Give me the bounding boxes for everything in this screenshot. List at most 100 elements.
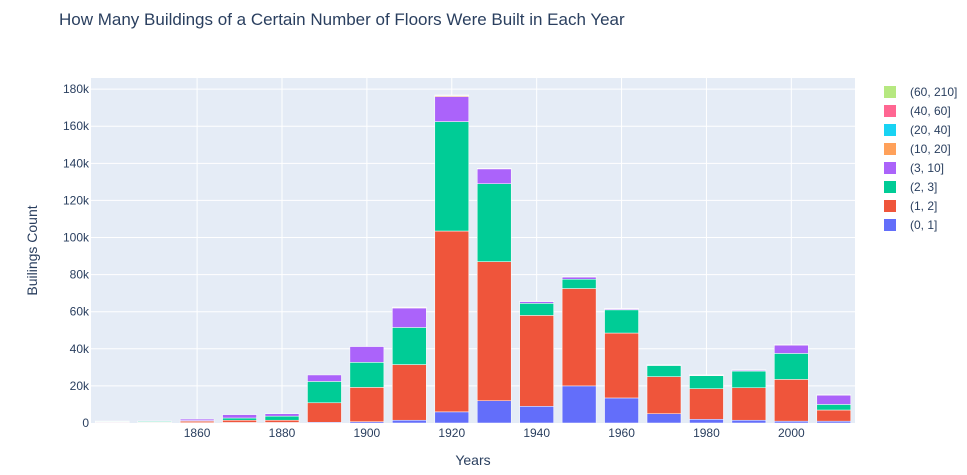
bar-segment[interactable] [774,344,809,354]
bar-segment[interactable] [519,301,554,304]
bar-segment[interactable] [222,414,257,419]
y-tick-label: 180k [63,82,90,96]
y-tick-label: 40k [70,342,90,356]
bar-segment[interactable] [774,420,809,424]
bar-segment[interactable] [646,413,682,424]
legend-item[interactable]: (2, 3] [884,180,937,194]
x-tick-label: 1860 [184,426,211,440]
bar-segment[interactable] [646,365,682,377]
legend-label: (40, 60] [910,104,951,118]
legend-swatch [884,200,896,212]
bar-segment[interactable] [604,332,639,399]
bar-segment[interactable] [476,168,512,184]
bar-segment[interactable] [519,406,554,424]
bar-segment[interactable] [264,413,300,417]
legend-item[interactable]: (0, 1] [884,218,937,232]
bar-segment[interactable] [392,419,427,424]
bar-segment[interactable] [307,381,342,404]
bar-segment[interactable] [774,379,809,422]
bar-segment[interactable] [731,370,767,389]
legend-item[interactable]: (20, 40] [884,123,951,137]
bar-segment[interactable] [816,394,852,405]
bar-segment[interactable] [349,387,385,422]
y-tick-label: 0 [82,416,89,430]
bar-segment[interactable] [264,415,300,421]
bar-segment[interactable] [689,375,724,389]
bar-segment[interactable] [392,307,427,328]
bar-segment[interactable] [604,397,639,424]
plot-background [91,78,855,423]
y-tick-label: 60k [70,305,90,319]
bar-segment[interactable] [476,183,512,262]
legend-item[interactable]: (40, 60] [884,104,951,118]
bar-segment[interactable] [731,387,767,421]
bar-segment[interactable] [561,385,597,424]
legend-label: (0, 1] [910,218,937,232]
bar-segment[interactable] [434,121,470,232]
bar-segment[interactable] [519,315,554,407]
bar-segment[interactable] [689,419,724,424]
bar-segment[interactable] [816,409,852,422]
bar-segment[interactable] [731,419,767,424]
x-tick-label: 1960 [608,426,635,440]
y-tick-label: 100k [63,231,90,245]
bar-segment[interactable] [222,419,257,423]
legend-swatch [884,162,896,174]
legend-swatch [884,124,896,136]
bar-segment[interactable] [307,374,342,382]
y-tick-label: 160k [63,119,90,133]
legend-swatch [884,105,896,117]
legend-item[interactable]: (1, 2] [884,199,937,213]
legend-item[interactable]: (10, 20] [884,142,951,156]
bar-segment[interactable] [816,404,852,411]
bar-segment[interactable] [392,327,427,365]
bar-segment[interactable] [561,288,597,387]
bar-segment[interactable] [434,411,470,424]
x-tick-label: 1940 [523,426,550,440]
bar-segment[interactable] [222,417,257,421]
legend-swatch [884,181,896,193]
bar-segment[interactable] [349,346,385,363]
bar-segment[interactable] [561,276,597,280]
y-tick-label: 140k [63,156,90,170]
bar-segment[interactable] [392,364,427,421]
bar-segment[interactable] [476,261,512,401]
x-tick-label: 1900 [354,426,381,440]
y-axis-title: Builings Count [24,205,40,295]
bar-segment[interactable] [519,303,554,316]
legend-swatch [884,143,896,155]
legend-label: (1, 2] [910,199,937,213]
x-tick-label: 1880 [269,426,296,440]
bar-segment[interactable] [307,402,342,423]
legend-label: (3, 10] [910,161,944,175]
legend-swatch [884,86,896,98]
legend-item[interactable]: (3, 10] [884,161,944,175]
legend-label: (2, 3] [910,180,937,194]
y-tick-label: 120k [63,193,90,207]
legend-label: (20, 40] [910,123,951,137]
legend-swatch [884,219,896,231]
bar-segment[interactable] [434,96,470,122]
x-tick-label: 1980 [693,426,720,440]
bar-segment[interactable] [434,230,470,413]
legend-label: (60, 210] [910,85,957,99]
bar-segment[interactable] [264,419,300,423]
bar-segment[interactable] [689,388,724,420]
x-axis-ticks: 1860 1880 1900 1920 1940 1960 1980 2000 [184,426,805,440]
legend-item[interactable]: (60, 210] [884,85,957,99]
bar-segment[interactable] [179,418,215,421]
bar-segment[interactable] [774,353,809,380]
y-tick-label: 80k [70,268,90,282]
bar-segment[interactable] [476,400,512,424]
legend-label: (10, 20] [910,142,951,156]
chart-title: How Many Buildings of a Certain Number o… [59,10,625,29]
bar-segment[interactable] [816,420,852,424]
bar-segment[interactable] [604,309,639,334]
bar-segment[interactable] [561,279,597,289]
bar-segment[interactable] [646,376,682,414]
legend[interactable]: (60, 210] (40, 60] (20, 40] (10, 20] (3, 10]… [884,85,957,232]
y-tick-label: 20k [70,379,90,393]
bar-segment[interactable] [349,362,385,388]
x-axis-title: Years [455,452,490,468]
